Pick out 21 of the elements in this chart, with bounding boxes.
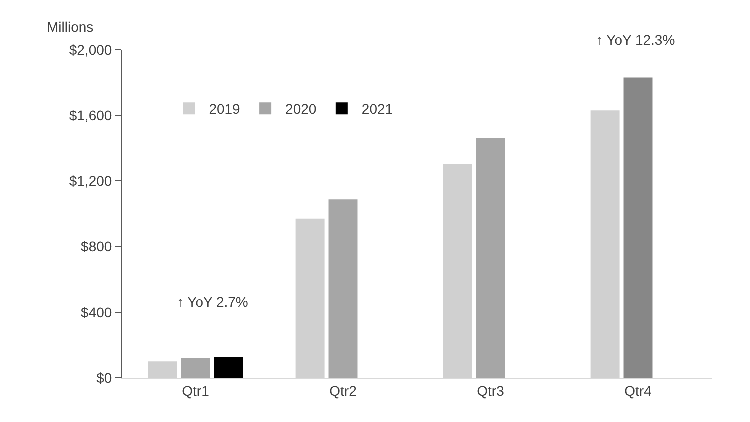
- y-tick-label: $1,600: [69, 108, 112, 124]
- y-tick-label: $0: [96, 370, 112, 386]
- y-tick-label: $1,200: [69, 173, 112, 190]
- y-tick-label: $800: [81, 238, 112, 255]
- annotation: ↑ YoY 2.7%: [177, 294, 248, 310]
- bar: [476, 138, 506, 378]
- x-tick-label: Qtr1: [182, 382, 210, 399]
- y-tick-label: $2,000: [69, 42, 112, 58]
- bar: [624, 78, 653, 378]
- legend-label: 2019: [209, 101, 241, 118]
- bar: [214, 357, 244, 378]
- text: ↑ YoY 12.3%: [596, 32, 676, 48]
- bar: [328, 200, 358, 378]
- x-tick-label: Qtr3: [477, 382, 505, 399]
- x-tick-label: Qtr4: [624, 382, 652, 399]
- y-tick-label: $400: [81, 304, 112, 320]
- legend-label: 2021: [362, 101, 394, 118]
- y-axis-title: Millions: [47, 19, 94, 35]
- bar: [181, 358, 210, 378]
- legend-label: 2020: [286, 101, 317, 118]
- x-tick-label: Qtr2: [330, 382, 358, 399]
